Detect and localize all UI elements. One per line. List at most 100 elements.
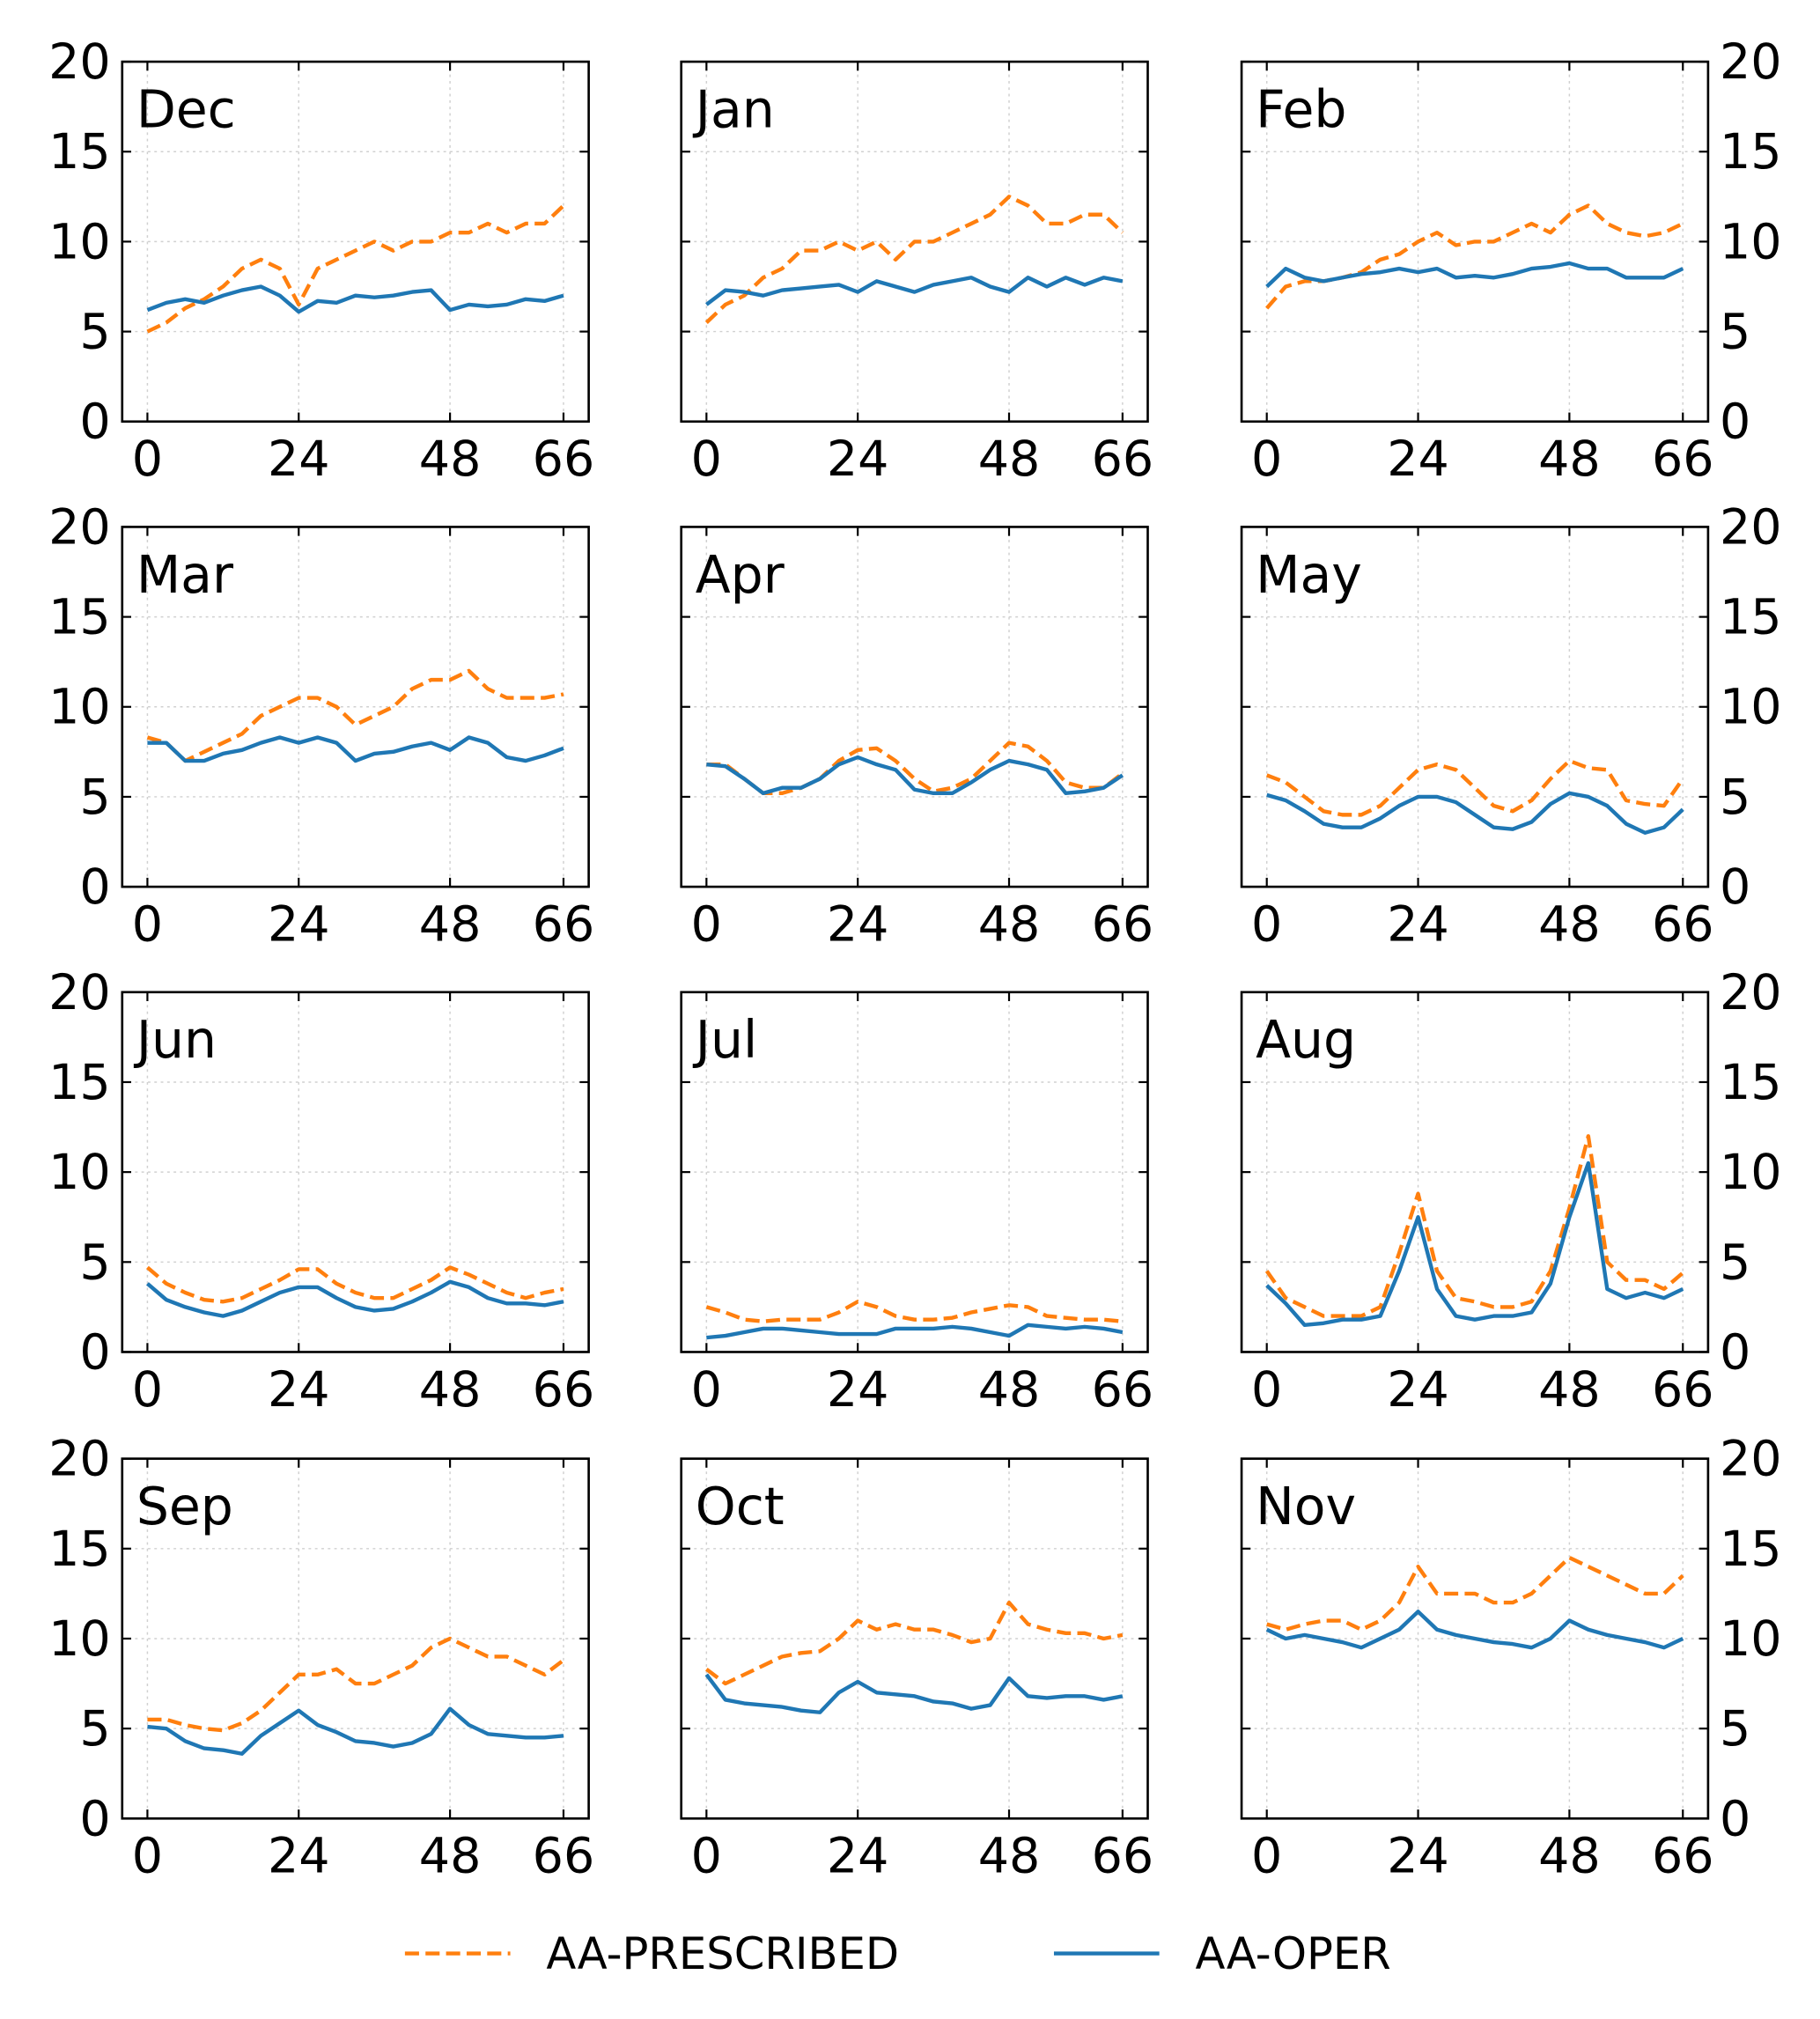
x-tick-label: 24 — [268, 896, 330, 953]
panel-frame — [1240, 60, 1710, 424]
x-tick-label: 24 — [827, 896, 889, 953]
series-line — [1265, 1610, 1684, 1650]
y-tick-label: 0 — [79, 394, 110, 451]
panel-frame — [680, 60, 1149, 424]
x-tick-label: 48 — [1538, 1829, 1601, 1885]
panel-frame — [680, 991, 1149, 1353]
panel-title: Dec — [136, 79, 236, 139]
series-line — [146, 203, 565, 334]
x-tick-label: 66 — [533, 1362, 595, 1418]
x-tick-label: 24 — [827, 431, 889, 488]
x-tick-label: 48 — [419, 431, 482, 488]
x-tick-label: 48 — [1538, 896, 1601, 953]
series-line — [706, 1323, 1124, 1340]
series-line — [145, 1265, 564, 1304]
x-tick-label: 66 — [533, 1829, 595, 1885]
panel-frame — [1240, 526, 1710, 888]
series-line — [704, 1673, 1124, 1714]
x-tick-label: 24 — [827, 1362, 889, 1418]
panel-title: Nov — [1256, 1477, 1356, 1536]
panel-frame — [1240, 991, 1710, 1353]
x-tick-label: 66 — [1652, 1829, 1714, 1885]
x-tick-label: 48 — [419, 1362, 482, 1418]
y-tick-label: 5 — [1720, 770, 1750, 826]
series-line — [1265, 1161, 1684, 1328]
x-tick-label: 24 — [1387, 1829, 1449, 1885]
series-line — [147, 1636, 565, 1733]
y-tick-label: 15 — [1720, 1055, 1782, 1111]
x-tick-label: 66 — [533, 896, 595, 953]
x-tick-label: 0 — [132, 896, 163, 953]
panel-title: Sep — [136, 1477, 233, 1536]
x-tick-label: 48 — [978, 1829, 1041, 1885]
y-tick-label: 10 — [1720, 214, 1782, 270]
x-tick-label: 0 — [691, 1829, 722, 1885]
y-tick-label: 20 — [48, 965, 111, 1021]
x-tick-label: 24 — [268, 1829, 330, 1885]
x-tick-label: 0 — [1251, 431, 1282, 488]
y-tick-label: 10 — [48, 1145, 111, 1201]
x-tick-label: 66 — [1652, 1362, 1714, 1418]
panel-frame — [121, 60, 590, 424]
x-tick-label: 24 — [1387, 1362, 1449, 1418]
y-tick-label: 20 — [1720, 965, 1782, 1021]
panel-frame — [1240, 1457, 1710, 1820]
y-tick-label: 0 — [79, 1324, 110, 1381]
panel-frame — [121, 991, 590, 1353]
x-tick-label: 48 — [1538, 1362, 1601, 1418]
series-line — [145, 1279, 564, 1318]
series-line — [147, 1706, 564, 1756]
series-line — [1264, 1134, 1684, 1318]
x-tick-label: 48 — [978, 1362, 1041, 1418]
y-tick-label: 5 — [79, 305, 110, 361]
y-tick-label: 20 — [1720, 499, 1782, 556]
x-tick-label: 0 — [1251, 1829, 1282, 1885]
y-tick-label: 10 — [1720, 680, 1782, 736]
y-tick-label: 20 — [48, 34, 111, 91]
panel-frame — [121, 1457, 590, 1820]
series-line — [704, 195, 1124, 324]
series-line — [1266, 791, 1684, 835]
y-tick-label: 10 — [48, 1611, 111, 1668]
y-tick-label: 15 — [48, 590, 111, 646]
y-tick-label: 0 — [79, 1791, 110, 1847]
y-tick-label: 5 — [1720, 1701, 1750, 1757]
legend-label: AA-OPER — [1196, 1928, 1391, 1979]
y-tick-label: 5 — [79, 1234, 110, 1291]
series-line — [1265, 261, 1684, 289]
x-tick-label: 0 — [132, 1829, 163, 1885]
series-line — [705, 1600, 1124, 1686]
x-tick-label: 24 — [1387, 896, 1449, 953]
panel-title: Mar — [136, 545, 233, 605]
panel-title: Feb — [1256, 79, 1346, 139]
x-tick-label: 66 — [1092, 1829, 1154, 1885]
y-tick-label: 15 — [48, 1522, 111, 1578]
x-tick-label: 66 — [1092, 896, 1154, 953]
y-tick-label: 5 — [1720, 1234, 1750, 1291]
y-tick-label: 5 — [79, 1701, 110, 1757]
series-line — [706, 755, 1124, 796]
y-tick-label: 15 — [1720, 590, 1782, 646]
y-tick-label: 10 — [1720, 1145, 1782, 1201]
x-tick-label: 48 — [419, 896, 482, 953]
panel-title: Aug — [1256, 1010, 1356, 1070]
panel-title: Apr — [696, 545, 785, 605]
x-tick-label: 0 — [132, 431, 163, 488]
panel-title: Oct — [696, 1477, 785, 1536]
x-tick-label: 48 — [419, 1829, 482, 1885]
y-tick-label: 10 — [1720, 1611, 1782, 1668]
y-tick-label: 20 — [48, 499, 111, 556]
x-tick-label: 66 — [1092, 1362, 1154, 1418]
panel-title: May — [1256, 545, 1362, 605]
x-tick-label: 48 — [978, 896, 1041, 953]
y-tick-label: 15 — [48, 1055, 111, 1111]
series-line — [1266, 1555, 1684, 1632]
y-tick-label: 0 — [1720, 1791, 1750, 1847]
y-tick-label: 0 — [1720, 394, 1750, 451]
x-tick-label: 66 — [533, 431, 595, 488]
y-tick-label: 0 — [79, 859, 110, 916]
series-line — [147, 735, 564, 763]
x-tick-label: 0 — [691, 431, 722, 488]
x-tick-label: 66 — [1092, 431, 1154, 488]
